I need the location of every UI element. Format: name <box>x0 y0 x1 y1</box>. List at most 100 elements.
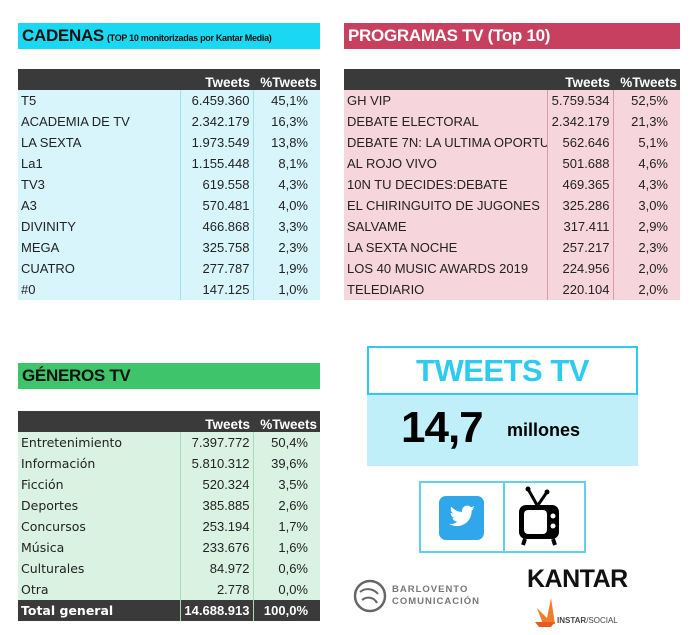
row-tweets: 619.558 <box>179 174 253 195</box>
row-tweets: 2.342.179 <box>546 111 613 132</box>
row-tweets: 84.972 <box>179 558 253 579</box>
icons-box <box>419 481 586 553</box>
row-pct: 16,3% <box>252 111 320 132</box>
cadenas-table: Tweets %Tweets T5 6.459.360 45,1% ACADEMIA D… <box>18 69 320 300</box>
row-pct: 13,8% <box>252 132 320 153</box>
row-label: Concursos <box>18 516 180 537</box>
row-pct: 1,7% <box>252 516 320 537</box>
instar-bird-icon <box>535 598 555 627</box>
programas-title: PROGRAMAS TV (Top 10) <box>344 23 680 49</box>
row-label: A3 <box>18 195 180 216</box>
cadenas-subtitle: (TOP 10 monitorizadas por Kantar Media) <box>106 33 272 43</box>
row-pct: 3,0% <box>612 195 680 216</box>
row-label: LA SEXTA NOCHE <box>344 237 547 258</box>
row-label: Ficción <box>18 474 180 495</box>
row-pct: 50,4% <box>252 432 320 453</box>
table-row: T5 6.459.360 45,1% <box>18 90 320 111</box>
row-tweets: 224.956 <box>546 258 613 279</box>
row-label: DEBATE ELECTORAL <box>344 111 547 132</box>
table-row: EL CHIRINGUITO DE JUGONES 325.286 3,0% <box>344 195 680 216</box>
tweets-tv-value-box: 14,7 millones <box>367 395 638 466</box>
table-row: La1 1.155.448 8,1% <box>18 153 320 174</box>
table-row: #0 147.125 1,0% <box>18 279 320 300</box>
col-pct: %Tweets <box>253 69 320 90</box>
table-row: A3 570.481 4,0% <box>18 195 320 216</box>
row-tweets: 5.810.312 <box>179 453 253 474</box>
row-label: DEBATE 7N: LA ULTIMA OPORTU <box>344 132 547 153</box>
row-pct: 8,1% <box>252 153 320 174</box>
instar-social-logo: INSTAR/SOCIAL <box>533 596 623 630</box>
tweets-tv-value: 14,7 <box>401 403 484 452</box>
row-pct: 2,3% <box>612 237 680 258</box>
table-row: ACADEMIA DE TV 2.342.179 16,3% <box>18 111 320 132</box>
tv-icon <box>517 485 561 554</box>
row-tweets: 385.885 <box>179 495 253 516</box>
table-row: Deportes 385.885 2,6% <box>18 495 320 516</box>
row-pct: 1,9% <box>252 258 320 279</box>
row-label: Otra <box>18 579 180 600</box>
row-label: GH VIP <box>344 90 547 111</box>
row-pct: 2,6% <box>252 495 320 516</box>
row-label: TV3 <box>18 174 180 195</box>
row-tweets: 501.688 <box>546 153 613 174</box>
row-label: DIVINITY <box>18 216 180 237</box>
row-pct: 21,3% <box>612 111 680 132</box>
row-tweets: 253.194 <box>179 516 253 537</box>
row-tweets: 562.646 <box>546 132 613 153</box>
row-tweets: 7.397.772 <box>179 432 253 453</box>
table-row: Ficción 520.324 3,5% <box>18 474 320 495</box>
row-tweets: 1.973.549 <box>179 132 253 153</box>
barlovento-emblem-icon <box>353 579 387 613</box>
col-tweets: Tweets <box>180 69 253 90</box>
table-row: GH VIP 5.759.534 52,5% <box>344 90 680 111</box>
row-pct: 52,5% <box>612 90 680 111</box>
row-pct: 2,9% <box>612 216 680 237</box>
total-pct: 100,0% <box>252 600 320 621</box>
social-text: /SOCIAL <box>586 616 618 625</box>
row-label: Deportes <box>18 495 180 516</box>
row-pct: 45,1% <box>252 90 320 111</box>
table-row: DEBATE 7N: LA ULTIMA OPORTU 562.646 5,1% <box>344 132 680 153</box>
row-tweets: 2.342.179 <box>179 111 253 132</box>
row-tweets: 5.759.534 <box>546 90 613 111</box>
row-label: AL ROJO VIVO <box>344 153 547 174</box>
row-label: La1 <box>18 153 180 174</box>
row-tweets: 257.217 <box>546 237 613 258</box>
instar-text: INSTAR <box>557 616 587 625</box>
table-row: LA SEXTA 1.973.549 13,8% <box>18 132 320 153</box>
row-pct: 4,0% <box>252 195 320 216</box>
table-row: TV3 619.558 4,3% <box>18 174 320 195</box>
barlovento-logo: BARLOVENTO COMUNICACIÓN <box>352 578 492 614</box>
table-row: AL ROJO VIVO 501.688 4,6% <box>344 153 680 174</box>
row-label: Entretenimiento <box>18 432 180 453</box>
table-row: DIVINITY 466.868 3,3% <box>18 216 320 237</box>
table-row: Música 233.676 1,6% <box>18 537 320 558</box>
row-pct: 2,0% <box>612 258 680 279</box>
row-label: Culturales <box>18 558 180 579</box>
row-pct: 5,1% <box>612 132 680 153</box>
table-row: DEBATE ELECTORAL 2.342.179 21,3% <box>344 111 680 132</box>
row-pct: 0,0% <box>252 579 320 600</box>
row-pct: 2,3% <box>252 237 320 258</box>
row-tweets: 469.365 <box>546 174 613 195</box>
row-pct: 4,3% <box>612 174 680 195</box>
row-label: TELEDIARIO <box>344 279 547 300</box>
barlovento-text-1: BARLOVENTO <box>392 584 469 595</box>
col-pct: %Tweets <box>613 69 680 90</box>
tweets-tv-unit: millones <box>507 420 581 440</box>
table-row: TELEDIARIO 220.104 2,0% <box>344 279 680 300</box>
row-tweets: 233.676 <box>179 537 253 558</box>
cadenas-title: CADENAS (TOP 10 monitorizadas por Kantar … <box>18 23 320 49</box>
table-row: Culturales 84.972 0,6% <box>18 558 320 579</box>
table-row: Información 5.810.312 39,6% <box>18 453 320 474</box>
row-tweets: 570.481 <box>179 195 253 216</box>
twitter-icon <box>439 496 484 545</box>
table-row: SALVAME 317.411 2,9% <box>344 216 680 237</box>
row-label: Música <box>18 537 180 558</box>
row-tweets: 325.758 <box>179 237 253 258</box>
col-tweets: Tweets <box>547 69 613 90</box>
row-pct: 3,5% <box>252 474 320 495</box>
row-label: ACADEMIA DE TV <box>18 111 180 132</box>
row-label: LOS 40 MUSIC AWARDS 2019 <box>344 258 547 279</box>
table-row: Concursos 253.194 1,7% <box>18 516 320 537</box>
